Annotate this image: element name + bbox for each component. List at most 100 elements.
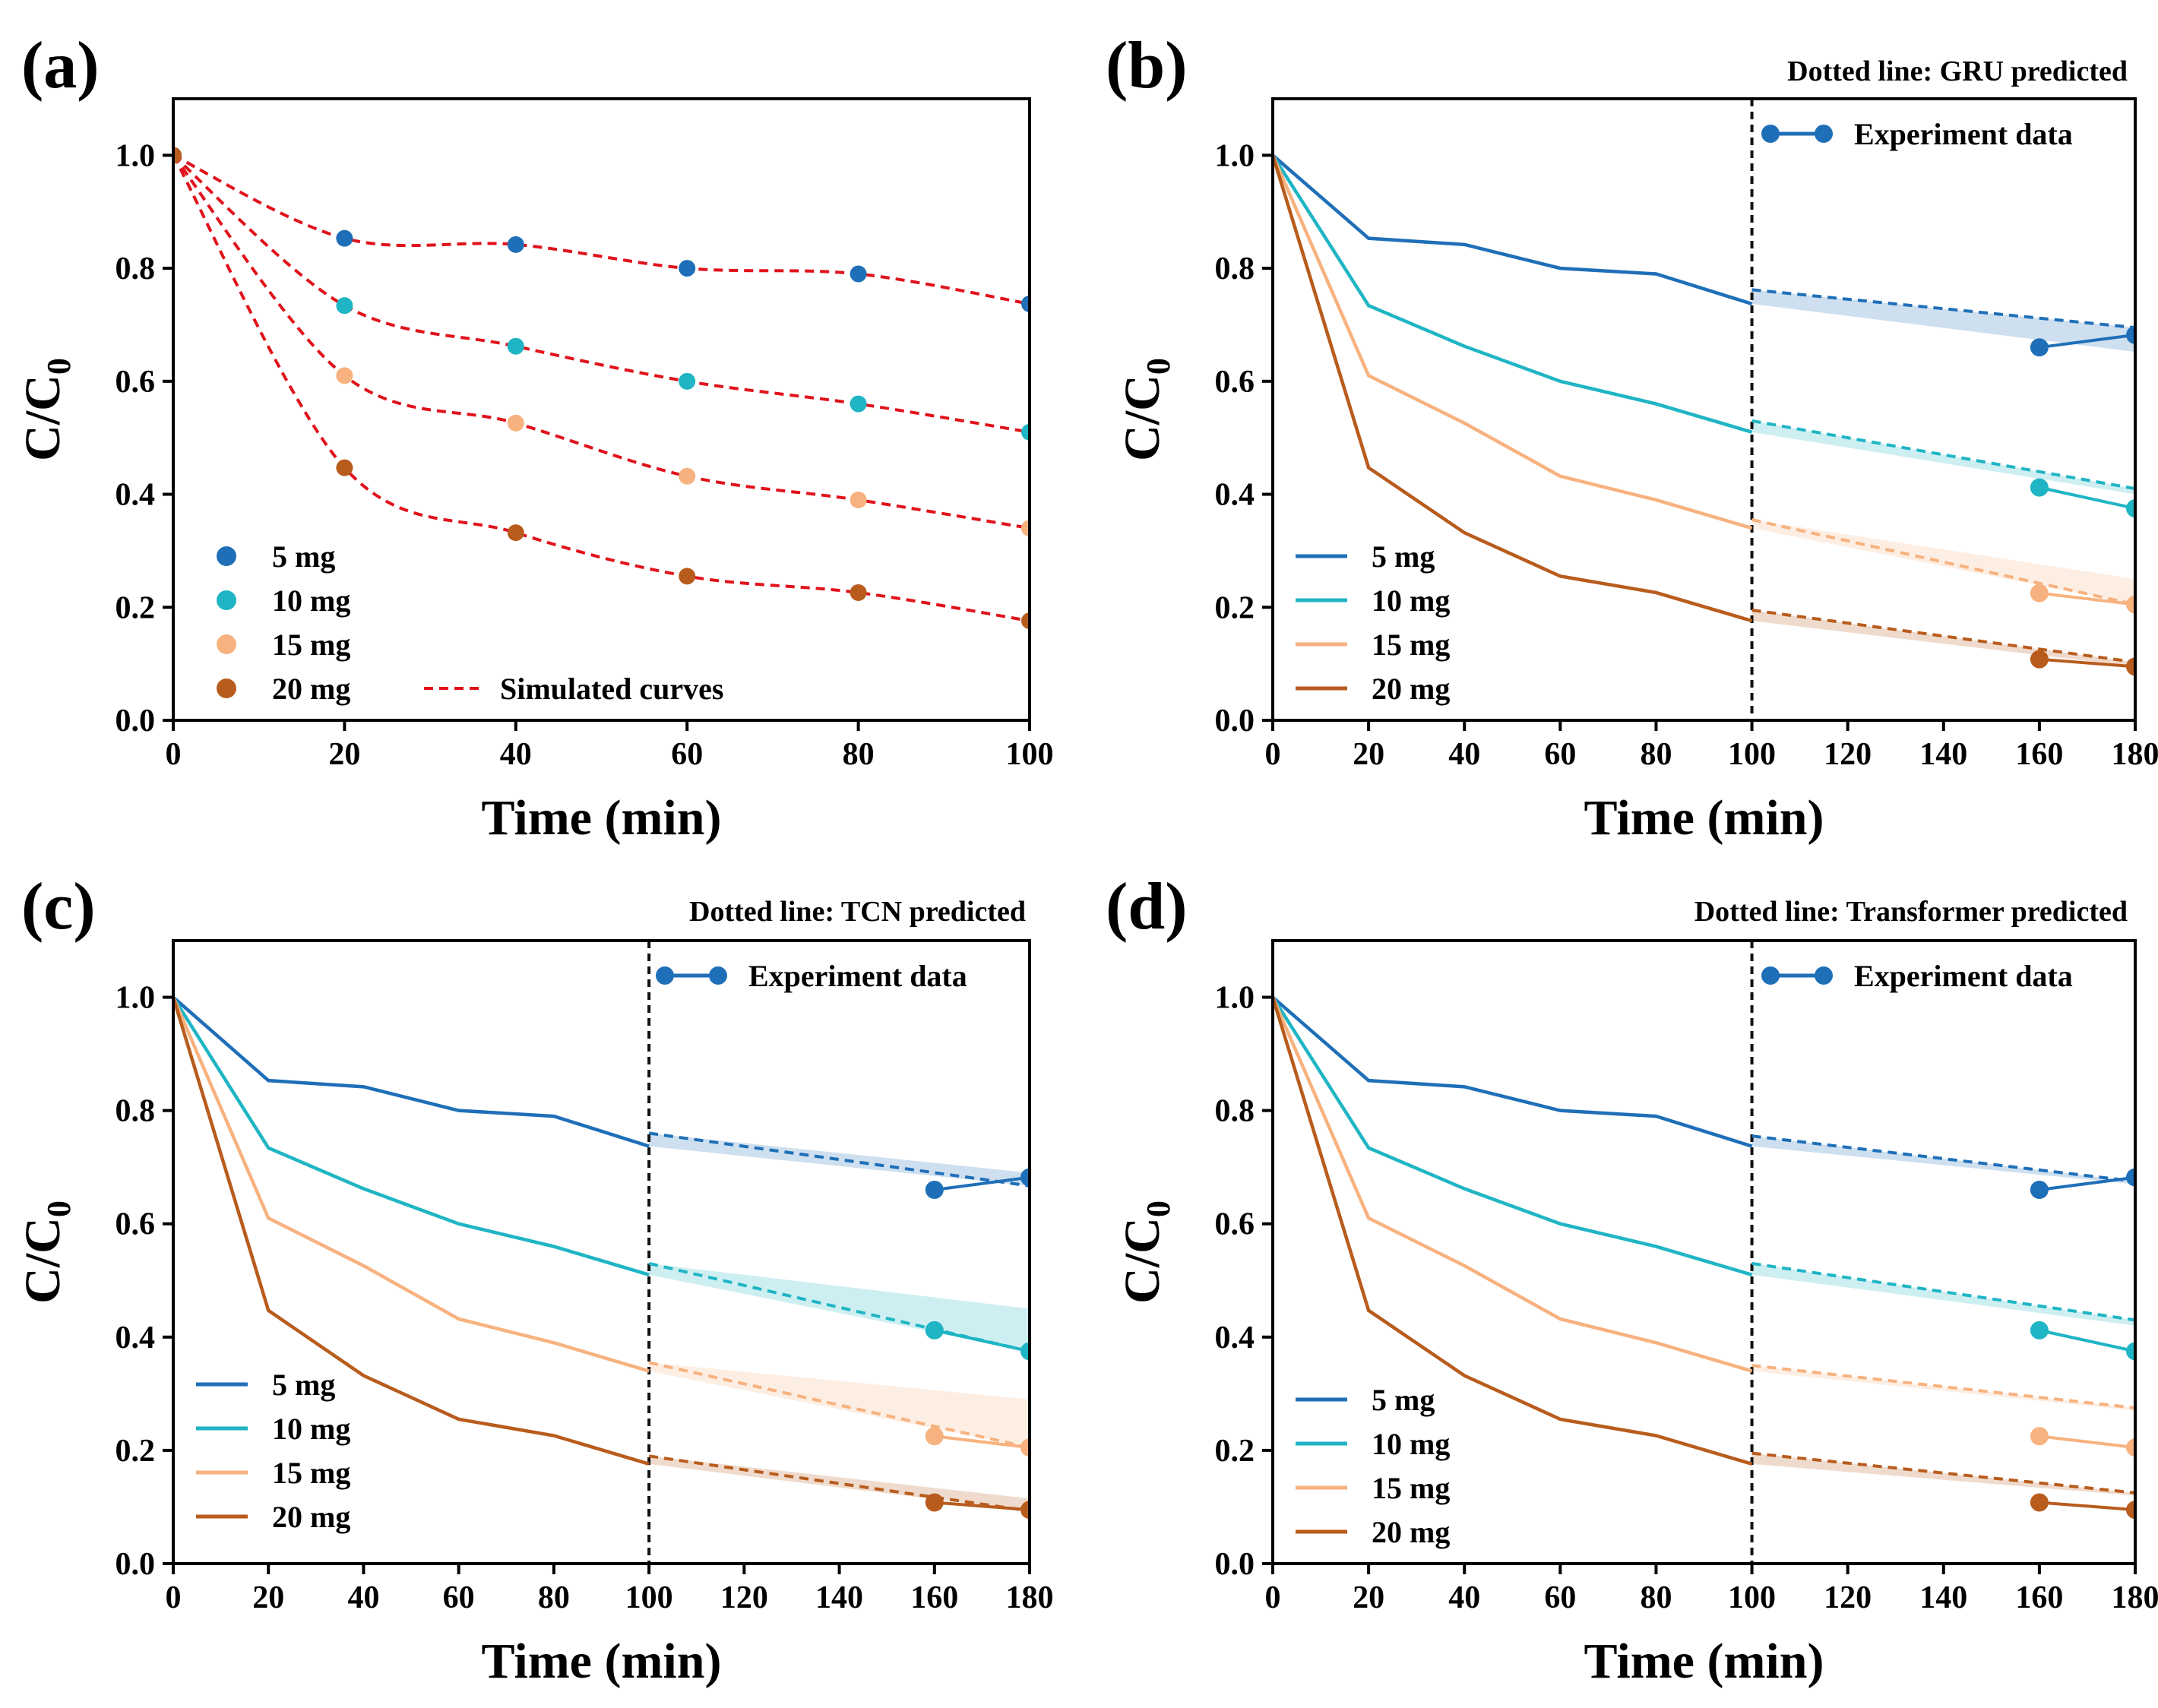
experiment-line bbox=[934, 1175, 1030, 1191]
legend-swatch bbox=[217, 678, 236, 698]
chart-panel-b: (b) Dotted line: GRU predicted 0 20 40 60 80 10… bbox=[1106, 29, 2158, 846]
x-tick-label: 100 bbox=[1728, 1580, 1776, 1615]
x-tick-label: 40 bbox=[500, 737, 532, 772]
predicted-line bbox=[1751, 609, 2135, 664]
x-tick-label: 40 bbox=[347, 1580, 379, 1615]
experiment-line bbox=[2039, 657, 2135, 669]
y-tick-label: 1.0 bbox=[1215, 981, 1255, 1016]
legend-label: 20 mg bbox=[272, 1500, 350, 1534]
x-tick-label: 20 bbox=[252, 1580, 284, 1615]
legend-label: 15 mg bbox=[272, 628, 350, 662]
data-point bbox=[507, 414, 524, 432]
simulated-curve-5mg bbox=[173, 153, 1030, 305]
predicted-line bbox=[1751, 288, 2135, 330]
x-tick-label: 60 bbox=[443, 1580, 475, 1615]
legend-swatch bbox=[217, 590, 236, 610]
prediction-band bbox=[1751, 289, 2135, 353]
y-tick-label: 0.6 bbox=[115, 1207, 156, 1242]
data-point bbox=[507, 524, 524, 542]
experiment-point bbox=[2030, 478, 2049, 497]
experiment-point bbox=[1020, 1168, 1030, 1187]
series-line bbox=[173, 996, 650, 1276]
x-tick-label: 80 bbox=[843, 737, 875, 772]
series-line bbox=[173, 995, 650, 1148]
y-tick-label: 1.0 bbox=[1215, 138, 1255, 173]
experiment-line bbox=[2039, 1175, 2135, 1191]
predicted-line bbox=[1751, 1134, 2135, 1183]
y-tick-label: 0.2 bbox=[1215, 590, 1255, 625]
data-point bbox=[507, 337, 524, 355]
y-tick-label: 0.0 bbox=[115, 704, 156, 739]
chart-panel-c: (c) Dotted line: TCN predicted 0 20 40 60 80 10… bbox=[15, 870, 1054, 1689]
data-point bbox=[679, 372, 696, 390]
data-point bbox=[1021, 612, 1030, 630]
x-tick-label: 100 bbox=[1728, 737, 1776, 772]
x-tick-label: 80 bbox=[1640, 1580, 1672, 1615]
panel-label: (c) bbox=[21, 870, 96, 944]
experiment-line bbox=[934, 1501, 1030, 1512]
legend: 5 mg 10 mg 15 mg 20 mg Experiment data bbox=[196, 959, 967, 1534]
x-tick-label: 140 bbox=[1919, 1580, 1967, 1615]
x-tick-label: 180 bbox=[1006, 1580, 1054, 1615]
legend-marker-experiment bbox=[656, 966, 674, 985]
legend-label: 10 mg bbox=[1372, 584, 1450, 618]
data-point bbox=[336, 459, 353, 476]
x-tick-label: 180 bbox=[2112, 1580, 2158, 1615]
experiment-point bbox=[1020, 1438, 1030, 1457]
x-tick-label: 160 bbox=[910, 1580, 958, 1615]
simulated-curve-15mg bbox=[173, 154, 1030, 530]
y-tick-label: 1.0 bbox=[115, 981, 156, 1016]
experiment-line bbox=[2039, 1501, 2135, 1512]
experiment-point bbox=[2126, 1501, 2135, 1520]
predicted-line bbox=[1751, 518, 2135, 606]
legend-swatch bbox=[217, 546, 236, 566]
axes-frame bbox=[172, 97, 1031, 722]
experiment-point bbox=[2030, 650, 2049, 669]
y-tick-label: 0.0 bbox=[115, 1547, 156, 1582]
predicted-line bbox=[1751, 1451, 2135, 1494]
data-point bbox=[173, 147, 182, 164]
y-tick-label: 0.6 bbox=[115, 365, 156, 400]
predicted-line bbox=[648, 1454, 1030, 1513]
data-point bbox=[850, 491, 867, 508]
x-axis-label: Time (min) bbox=[482, 790, 722, 846]
x-tick-label: 80 bbox=[1640, 737, 1672, 772]
series-line bbox=[1273, 995, 1753, 1148]
prediction-band bbox=[1751, 1453, 2135, 1496]
svg-text:C/C0: C/C0 bbox=[15, 358, 78, 461]
y-axis-label-main: C/C bbox=[1115, 375, 1170, 461]
legend-label-simulated: Simulated curves bbox=[500, 672, 723, 706]
y-tick-label: 0.0 bbox=[1215, 1547, 1255, 1582]
y-tick-label: 0.4 bbox=[1215, 478, 1255, 513]
x-tick-label: 20 bbox=[328, 737, 360, 772]
prediction-band bbox=[1751, 520, 2135, 605]
experiment-point bbox=[1020, 1501, 1030, 1520]
data-point bbox=[679, 568, 696, 585]
x-axis-label: Time (min) bbox=[482, 1634, 722, 1689]
experiment-line bbox=[2039, 1434, 2135, 1450]
y-tick-label: 0.6 bbox=[1215, 365, 1255, 400]
y-axis-label-subscript: 0 bbox=[40, 1200, 78, 1217]
y-axis-label: C/C0 bbox=[15, 1200, 78, 1304]
svg-text:C/C0: C/C0 bbox=[1115, 358, 1177, 461]
legend-marker-experiment bbox=[1815, 125, 1833, 143]
svg-text:C/C0: C/C0 bbox=[1115, 1200, 1177, 1304]
series-line bbox=[173, 996, 650, 1373]
y-tick-label: 0.0 bbox=[1215, 704, 1255, 739]
predicted-line bbox=[1751, 1364, 2135, 1409]
panel-label: (b) bbox=[1106, 29, 1188, 103]
y-tick-label: 0.2 bbox=[1215, 1434, 1255, 1469]
experiment-point bbox=[2126, 499, 2135, 518]
legend-marker-experiment bbox=[1761, 125, 1780, 143]
x-tick-label: 0 bbox=[166, 737, 182, 772]
series-line bbox=[173, 996, 650, 1466]
legend-label: 10 mg bbox=[1372, 1427, 1450, 1461]
experiment-point bbox=[2030, 338, 2049, 357]
data-point bbox=[507, 236, 524, 253]
y-tick-label: 0.8 bbox=[115, 1094, 156, 1129]
panel-label: (a) bbox=[21, 29, 100, 103]
plot-area bbox=[1273, 99, 2135, 720]
legend-swatch bbox=[217, 634, 236, 654]
axes-frame bbox=[172, 939, 1031, 1565]
series-line bbox=[1273, 154, 1753, 434]
